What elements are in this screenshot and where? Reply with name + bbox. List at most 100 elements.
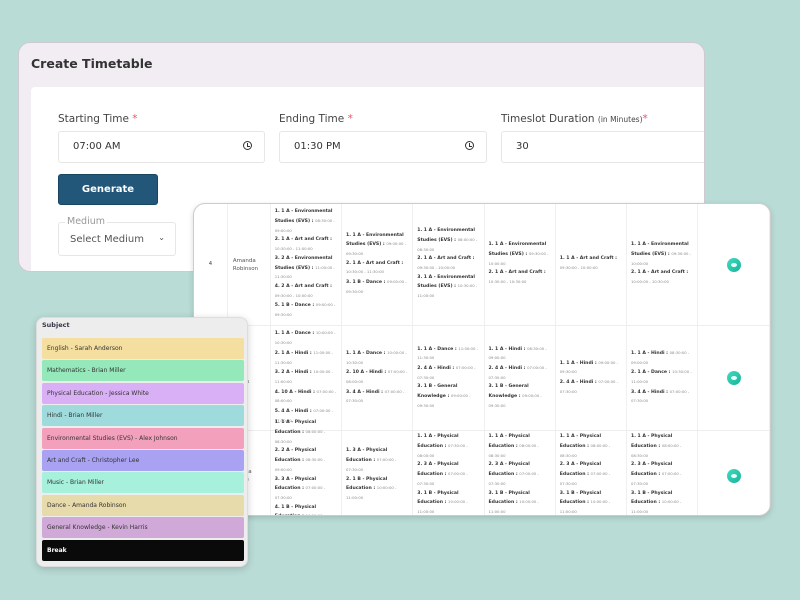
timetable-entry: 1. 1 A - Hindi : 08:30:00 - 09:00:00 xyxy=(489,345,551,364)
timetable-entry: 2. 1 A - Art and Craft : 10:00:00 - 10:3… xyxy=(631,269,693,287)
timetable-entry: 3. 1 B - Physical Education : 10:00:00 -… xyxy=(559,490,622,515)
entry-time: 09:00:00 - 09:30:00 xyxy=(559,359,618,375)
table-row: Kevin Harris1. 1 A - Dance : 10:00:00 - … xyxy=(194,326,770,431)
timetable-entry: 1. 1 A - Hindi : 09:00:00 - 09:30:00 xyxy=(560,359,622,378)
action-cell xyxy=(698,204,770,325)
entry-subject: 2. 3 A - Physical Education : xyxy=(631,462,673,478)
subject-legend-title: Subject xyxy=(42,321,70,329)
entry-subject: 1. 1 A - Hindi : xyxy=(488,346,528,352)
entry-subject: 1. 1 A - Dance : xyxy=(274,331,316,337)
timetable-entry: 1. 1 A - Environmental Studies (EVS) : 0… xyxy=(275,208,337,236)
timetable-entry: 1. 1 A - Environmental Studies (EVS) : 0… xyxy=(631,241,693,269)
entry-time: 09:00:00 - 09:30:00 xyxy=(274,302,336,318)
subject-item: Dance - Amanda Robinson xyxy=(42,494,244,516)
timetable-entry: 3. 1 B - General Knowledge : 09:00:00 - … xyxy=(489,383,551,411)
timetable-entry: 4. 1 B - Physical Education : 10:00:00 -… xyxy=(274,504,337,516)
timetable-entry: 1. 1 A - Dance : 10:00:00 - 10:30:00 xyxy=(346,349,408,368)
timetable-entry: 1. 1 A - Art and Craft : 09:30:00 - 10:0… xyxy=(560,255,622,273)
timetable-entry: 2. 2 A - Physical Education : 08:30:00 -… xyxy=(275,447,337,475)
timetable-entry: 3. 1 A - Environmental Studies (EVS) : 1… xyxy=(417,274,479,302)
entry-time: 07:00:00 - 08:00:00 xyxy=(274,388,337,404)
timetable-cell: 1. 1 A - Physical Education : 08:00:00 -… xyxy=(271,420,343,516)
timetable-entry: 2. 3 A - Physical Education : 07:00:00 -… xyxy=(560,461,622,489)
entry-subject: 5. 1 B - Dance : xyxy=(274,303,316,309)
timetable-cell: 1. 3 A - Physical Education : 07:00:00 -… xyxy=(342,431,414,515)
timetable-entry: 2. 1 A - Art and Craft : 10:30:00 - 10:3… xyxy=(489,269,551,287)
entry-subject: 1. 1 A - Environmental Studies (EVS) : xyxy=(274,209,333,224)
entry-time: 09:30:00 - 10:00:00 xyxy=(274,292,313,298)
entry-subject: 2. 4 A - Hindi : xyxy=(488,365,528,371)
entry-subject: 3. 1 B - Physical Education : xyxy=(488,490,530,506)
entry-time: 10:00:00 - 11:00:00 xyxy=(631,499,682,514)
entry-time: 11:00:00 - 11:30:00 xyxy=(274,264,335,280)
entry-time: 09:00:00 - 09:30:00 xyxy=(346,279,407,294)
timetable-table: 4 Amanda Robinson 1. 1 A - Environmental S… xyxy=(193,203,771,516)
eye-icon[interactable] xyxy=(726,257,741,272)
entry-subject: 4. 2 A - Art and Craft : xyxy=(274,283,333,289)
clock-icon[interactable] xyxy=(243,141,252,150)
timetable-entry: 2. 4 A - Hindi : 07:00:00 - 07:30:00 xyxy=(489,364,551,383)
timetable-cell: 1. 1 A - Environmental Studies (EVS) : 0… xyxy=(485,204,556,325)
entry-subject: 1. 1 A - Hindi : xyxy=(559,360,599,366)
entry-time: 07:00:00 - 07:30:00 xyxy=(346,388,405,404)
timetable-entry: 2. 4 A - Hindi : 07:00:00 - 07:30:00 xyxy=(560,378,622,397)
timetable-entry: 2. 1 A - Art and Craft : 09:30:00 - 10:0… xyxy=(417,255,479,273)
entry-time: 11:00:00 - 11:30:00 xyxy=(274,349,333,365)
timetable-cell: 1. 1 A - Dance : 10:00:00 - 10:30:00 2. 1… xyxy=(271,326,343,430)
timetable-cell: 1. 1 A - Hindi : 08:30:00 - 09:00:00 2. 4… xyxy=(485,326,556,430)
timetable-entry: 1. 3 A - Physical Education : 07:00:00 -… xyxy=(346,447,408,475)
entry-time: 07:00:00 - 07:30:00 xyxy=(631,471,682,486)
subject-item: Break xyxy=(42,539,244,561)
timetable-entry: 4. 10 A - Hindi : 07:00:00 - 08:00:00 xyxy=(275,388,337,407)
entry-subject: 1. 1 A - Dance : xyxy=(346,350,388,356)
timetable-entry: 1. 1 A - Physical Education : 08:00:00 -… xyxy=(631,433,693,461)
entry-subject: 3. 1 B - General Knowledge : xyxy=(417,384,458,400)
action-cell xyxy=(698,431,770,515)
entry-time: 10:00:00 - 10:30:00 xyxy=(631,279,669,285)
row-index: 4 xyxy=(194,204,228,325)
eye-icon[interactable] xyxy=(726,371,741,385)
entry-subject: 1. 1 A - Environmental Studies (EVS) : xyxy=(488,242,547,257)
eye-icon[interactable] xyxy=(726,468,741,483)
timetable-entry: 2. 1 B - Physical Education : 10:00:00 -… xyxy=(346,476,408,504)
entry-time: 07:00:00 - 07:30:00 xyxy=(417,471,468,486)
starting-time-input[interactable]: 07:00 AM xyxy=(58,131,265,163)
timetable-entry: 3. 1 B - Dance : 09:00:00 - 09:30:00 xyxy=(346,278,408,297)
entry-time: 09:30:00 - 10:00:00 xyxy=(631,250,691,266)
timetable-entry: 1. 1 A - Environmental Studies (EVS) : 0… xyxy=(489,241,551,269)
timetable-entry: 1. 1 A - Physical Education : 08:00:00 -… xyxy=(489,433,551,461)
entry-subject: 3. 1 A - Environmental Studies (EVS) : xyxy=(417,274,475,290)
timetable-cell: 1. 1 A - Physical Education : 08:00:00 -… xyxy=(556,431,628,515)
entry-time: 10:00:00 - 11:00:00 xyxy=(305,513,326,516)
entry-subject: 3. 1 B - Physical Education : xyxy=(417,490,459,506)
timetable-entry: 1. 1 A - Physical Education : 08:00:00 -… xyxy=(275,419,337,447)
timetable-entry: 4. 2 A - Art and Craft : 09:30:00 - 10:0… xyxy=(275,283,337,301)
entry-subject: 2. 1 A - Hindi : xyxy=(274,350,314,356)
timetable-cell: 1. 1 A - Hindi : 09:00:00 - 09:30:00 2. 4… xyxy=(556,326,628,430)
subject-item: Environmental Studies (EVS) - Alex Johns… xyxy=(42,427,244,449)
entry-subject: 4. 1 B - Physical Education : xyxy=(274,504,317,515)
medium-select[interactable]: Medium Select Medium ⌄ xyxy=(58,216,176,256)
timeslot-duration-input[interactable]: 30 xyxy=(501,131,704,163)
ending-time-input[interactable]: 01:30 PM xyxy=(279,131,487,163)
timetable-entry: 3. 1 B - Physical Education : 10:00:00 -… xyxy=(488,490,551,515)
timetable-entry: 3. 1 B - General Knowledge : 09:00:00 - … xyxy=(417,383,479,411)
entry-subject: 3. 1 B - Physical Education : xyxy=(559,490,602,506)
entry-subject: 3. 2 A - Hindi : xyxy=(274,370,314,376)
entry-time: 07:30:00 - 08:00:00 xyxy=(417,443,468,458)
entry-subject: 1. 1 A - Art and Craft : xyxy=(559,256,618,262)
timetable-entry: 3. 1 B - Physical Education : 10:00:00 -… xyxy=(417,490,479,515)
subject-item: General Knowledge - Kevin Harris xyxy=(42,517,244,539)
timetable-cell: 1. 1 A - Environmental Studies (EVS) : 0… xyxy=(342,204,414,325)
clock-icon[interactable] xyxy=(465,141,474,150)
entry-time: 10:00:00 - 11:00:00 xyxy=(417,499,468,514)
entry-time: 09:00:00 - 09:30:00 xyxy=(417,393,471,408)
entry-time: 07:00:00 - 07:30:00 xyxy=(488,471,539,486)
entry-subject: 2. 1 A - Art and Craft : xyxy=(274,237,333,243)
entry-time: 09:30:00 - 10:00:00 xyxy=(417,265,456,270)
generate-button[interactable]: Generate xyxy=(58,174,158,205)
timetable-entry: 5. 4 A - Hindi : 07:00:00 - 07:30:00 xyxy=(275,407,337,426)
entry-time: 08:00:00 - 08:30:00 xyxy=(488,443,539,458)
timetable-entry: 2. 4 A - Hindi : 07:00:00 - 07:30:00 xyxy=(417,364,479,383)
entry-time: 10:30:00 - 11:00:00 xyxy=(417,283,478,299)
